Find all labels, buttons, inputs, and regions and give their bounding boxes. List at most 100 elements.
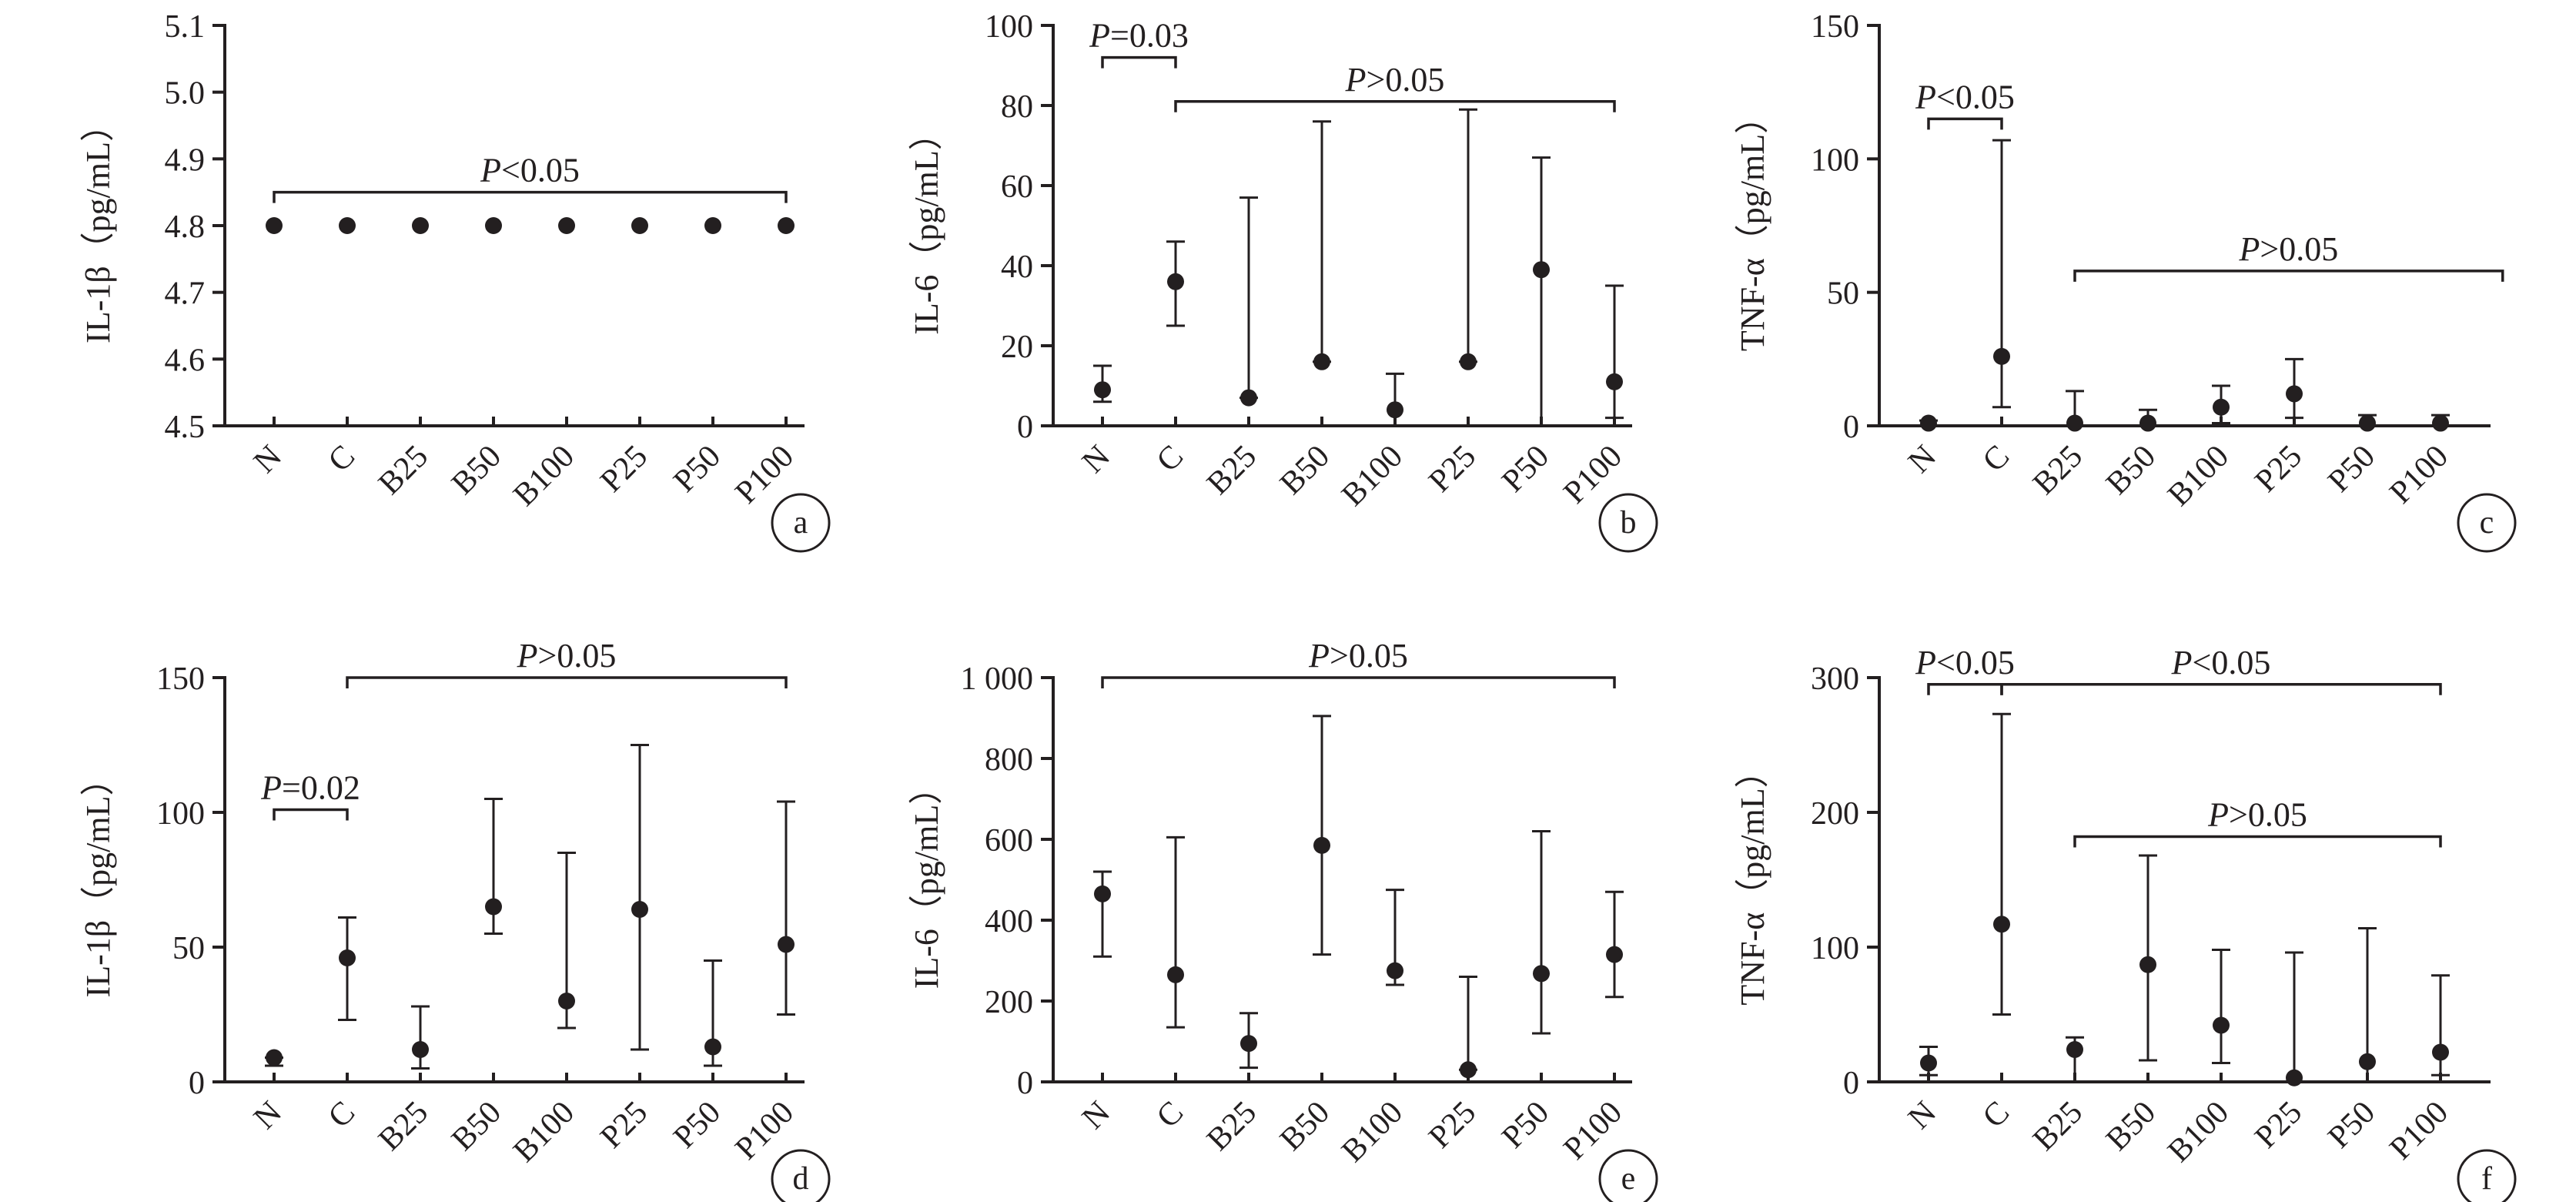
- x-tick-label: B50: [445, 439, 508, 502]
- y-tick-label: 800: [985, 742, 1033, 778]
- x-tick-label: B100: [2161, 1095, 2236, 1170]
- data-point: [1167, 966, 1184, 983]
- y-tick-label: 100: [1811, 142, 1859, 178]
- p-value: <0.05: [1936, 78, 2015, 116]
- p-symbol: P: [2171, 644, 2193, 681]
- chart-panel-a: 4.5 4.6 4.7 4.8 4.9 5.0 5.1 IL-1β（pg/mL） N C B25 B5…: [79, 9, 831, 553]
- significance-label: P<0.05: [1915, 78, 2015, 116]
- data-point: [2139, 956, 2156, 973]
- significance-bracket: [2073, 835, 2442, 848]
- significance-label: P<0.05: [1915, 644, 2015, 681]
- data-point: [266, 217, 283, 234]
- panel-letter-badge: [1598, 493, 1658, 553]
- y-axis-title: IL-6（pg/mL）: [908, 116, 945, 335]
- panel-letter: c: [2480, 505, 2494, 541]
- data-point: [1993, 916, 2010, 933]
- data-point: [1606, 373, 1623, 390]
- x-tick-label: B25: [2026, 439, 2089, 502]
- y-axis-title: TNF-α（pg/mL）: [1734, 754, 1771, 1005]
- data-point: [1167, 273, 1184, 290]
- x-tick-label: B25: [372, 439, 435, 502]
- x-tick-label: P50: [667, 439, 728, 500]
- x-tick-label: B100: [507, 439, 581, 514]
- significance-bracket: [2073, 270, 2504, 282]
- x-tick-label: P25: [2248, 439, 2309, 500]
- y-axis-title: IL-6（pg/mL）: [908, 771, 945, 989]
- y-tick-label: 200: [985, 985, 1033, 1020]
- p-symbol: P: [1915, 644, 1936, 681]
- p-value: >0.05: [2260, 230, 2338, 268]
- data-point: [704, 1038, 721, 1056]
- data-point: [1460, 353, 1477, 370]
- significance-label: P>0.05: [1308, 637, 1408, 675]
- y-tick-label: 80: [1001, 89, 1033, 125]
- data-point: [412, 1041, 429, 1058]
- data-point: [1313, 353, 1330, 370]
- significance-bracket: [2000, 683, 2442, 695]
- data-point: [412, 217, 429, 234]
- x-tick-label: C: [1976, 1095, 2016, 1135]
- p-symbol: P: [260, 769, 282, 807]
- x-tick-label: N: [1902, 1095, 1943, 1137]
- data-point: [1920, 414, 1937, 432]
- data-point: [2286, 385, 2303, 403]
- x-tick-label: C: [1150, 1095, 1190, 1135]
- data-point: [2213, 1016, 2230, 1034]
- data-point: [1993, 347, 2010, 365]
- data-point: [2359, 1053, 2376, 1070]
- y-tick-label: 4.9: [165, 142, 206, 178]
- panel-letter-badge: [771, 493, 831, 553]
- x-tick-label: N: [247, 1095, 289, 1137]
- p-value: >0.05: [1367, 61, 1445, 99]
- y-tick-label: 0: [1017, 410, 1033, 445]
- y-tick-label: 1 000: [961, 661, 1034, 697]
- x-tick-label: C: [1150, 439, 1190, 479]
- y-tick-label: 60: [1001, 169, 1033, 205]
- data-point: [2213, 398, 2230, 416]
- y-tick-label: 20: [1001, 330, 1033, 365]
- x-tick-label: B100: [1335, 439, 1410, 514]
- data-point: [1606, 946, 1623, 963]
- data-point: [631, 901, 648, 918]
- data-point: [1920, 1054, 1937, 1072]
- y-tick-label: 200: [1811, 796, 1859, 832]
- significance-label: P=0.02: [260, 769, 360, 807]
- panel-letter: a: [794, 505, 808, 541]
- significance-bracket: [346, 676, 788, 688]
- p-symbol: P: [1915, 78, 1936, 116]
- y-tick-label: 0: [1843, 410, 1859, 445]
- y-tick-label: 50: [1827, 276, 1859, 312]
- x-tick-label: P50: [1495, 439, 1556, 500]
- data-point: [2066, 414, 2083, 432]
- y-tick-label: 50: [172, 931, 205, 966]
- y-tick-label: 4.6: [165, 343, 206, 378]
- y-tick-label: 0: [1017, 1066, 1033, 1101]
- p-value: =0.02: [282, 769, 360, 807]
- panel-letter-badge: [1598, 1149, 1658, 1202]
- x-tick-label: P50: [667, 1095, 728, 1156]
- y-axis-title: IL-1β（pg/mL）: [79, 108, 117, 343]
- data-point: [2066, 1041, 2083, 1058]
- x-tick-label: B50: [2099, 439, 2163, 502]
- data-point: [2432, 1043, 2449, 1061]
- p-symbol: P: [480, 152, 501, 189]
- p-value: >0.05: [2229, 796, 2307, 834]
- data-point: [631, 217, 648, 234]
- x-tick-label: B50: [2099, 1095, 2163, 1158]
- x-tick-label: N: [1076, 439, 1117, 480]
- data-point: [1387, 962, 1403, 979]
- x-tick-label: N: [1902, 439, 1943, 480]
- y-tick-label: 100: [985, 9, 1033, 45]
- x-tick-label: P50: [1495, 1095, 1556, 1156]
- y-tick-label: 300: [1811, 661, 1859, 697]
- x-tick-label: B50: [445, 1095, 508, 1158]
- y-tick-label: 150: [156, 661, 205, 697]
- significance-label: P<0.05: [2171, 644, 2271, 681]
- x-tick-label: B25: [1200, 1095, 1263, 1158]
- p-value: >0.05: [1330, 637, 1408, 675]
- y-tick-label: 0: [189, 1066, 205, 1101]
